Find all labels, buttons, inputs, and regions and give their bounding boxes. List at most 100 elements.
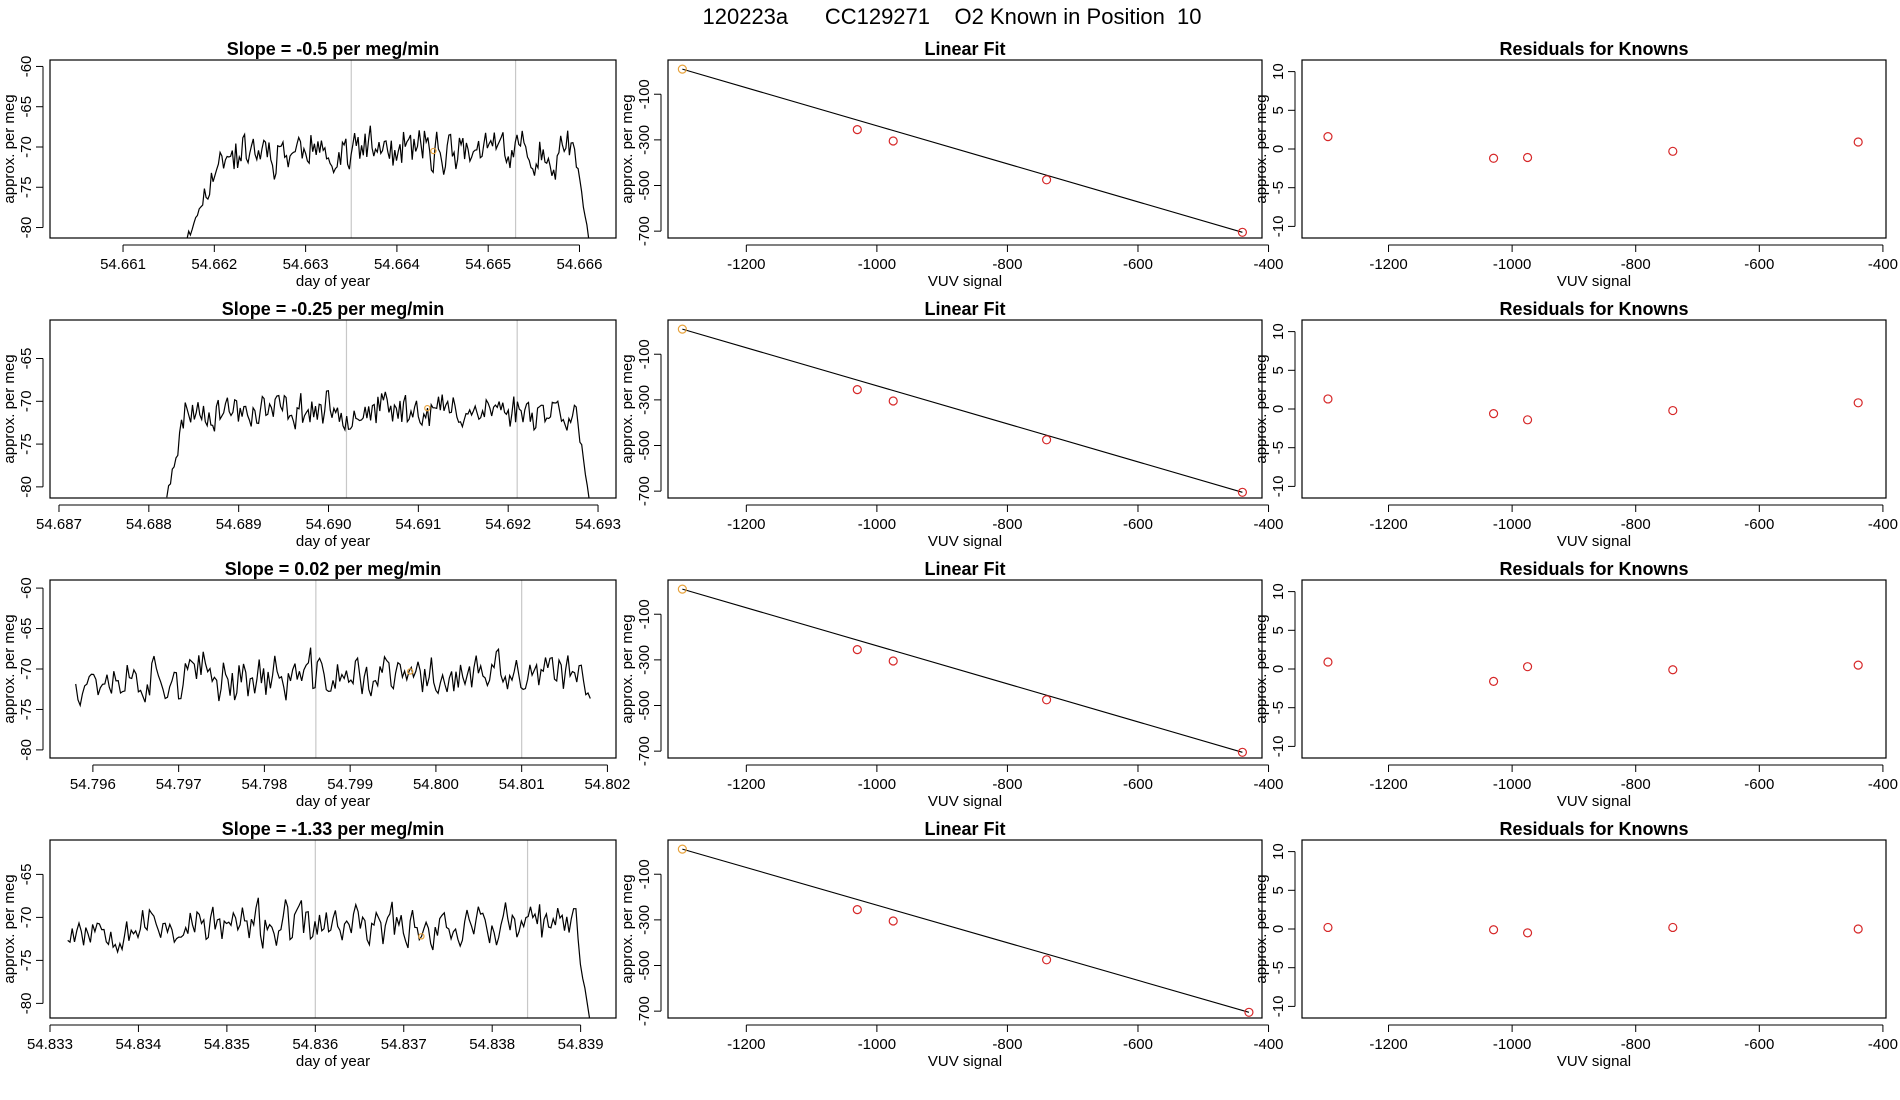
data-point — [852, 645, 862, 655]
y-tick-label: -100 — [636, 339, 653, 369]
data-point — [1041, 695, 1052, 705]
fit-line — [682, 848, 1250, 1013]
x-tick-label: -1000 — [858, 516, 896, 533]
x-tick-label: 54.666 — [557, 256, 603, 273]
y-tick-label: -700 — [636, 996, 653, 1026]
x-axis-label: VUV signal — [928, 793, 1002, 810]
y-tick-label: -5 — [1270, 181, 1287, 194]
data-point — [1488, 676, 1499, 686]
y-axis-label: approx. per meg — [619, 614, 636, 723]
y-tick-label: -75 — [18, 950, 35, 972]
y-tick-label: 0 — [1270, 925, 1287, 933]
data-point — [1853, 137, 1863, 147]
panel-title: Linear Fit — [924, 819, 1005, 839]
y-tick-label: -300 — [636, 645, 653, 675]
x-tick-label: -400 — [1868, 1036, 1898, 1053]
x-tick-label: -1000 — [858, 256, 896, 273]
data-point — [1853, 924, 1863, 934]
y-tick-label: -700 — [636, 216, 653, 246]
x-tick-label: 54.800 — [413, 776, 459, 793]
x-tick-label: -1200 — [727, 516, 765, 533]
panel-title: Slope = -1.33 per meg/min — [222, 819, 445, 839]
x-tick-label: -600 — [1123, 256, 1153, 273]
x-tick-label: 54.690 — [306, 516, 352, 533]
data-point — [677, 64, 687, 74]
x-tick-label: 54.837 — [381, 1036, 427, 1053]
y-tick-label: -65 — [18, 348, 35, 370]
data-point — [1522, 662, 1533, 672]
y-tick-label: -70 — [18, 658, 35, 680]
x-tick-label: -600 — [1744, 1036, 1774, 1053]
x-tick-label: -600 — [1123, 776, 1153, 793]
x-tick-label: -800 — [992, 516, 1022, 533]
data-point — [1668, 405, 1678, 416]
data-point — [888, 136, 898, 146]
data-point — [888, 916, 898, 926]
y-tick-label: 10 — [1270, 843, 1287, 860]
x-axis-label: VUV signal — [1557, 533, 1631, 550]
y-tick-label: -300 — [636, 905, 653, 935]
y-tick-label: -100 — [636, 79, 653, 109]
y-tick-label: -80 — [18, 739, 35, 761]
y-tick-label: -10 — [1270, 736, 1287, 758]
plot-frame — [667, 319, 1263, 499]
data-point — [1488, 925, 1499, 935]
panel-title: Linear Fit — [924, 39, 1005, 59]
x-tick-label: 54.797 — [156, 776, 202, 793]
x-tick-label: -600 — [1123, 1036, 1153, 1053]
panels: Slope = -0.5 per meg/min 54.661 54.662 54.6… — [1, 39, 1898, 1070]
data-point — [1323, 132, 1333, 142]
x-tick-label: 54.688 — [126, 516, 172, 533]
x-tick-label: 54.839 — [558, 1036, 604, 1053]
series-line — [67, 897, 591, 1018]
x-tick-label: -1000 — [858, 1036, 896, 1053]
data-point — [1853, 660, 1863, 670]
data-point — [1323, 657, 1333, 667]
x-axis-label: day of year — [296, 793, 370, 810]
y-axis-label: approx. per meg — [1253, 354, 1270, 463]
y-tick-label: -75 — [18, 176, 35, 198]
x-tick-label: -600 — [1123, 516, 1153, 533]
series-line — [166, 389, 590, 498]
panel-title: Slope = -0.5 per meg/min — [227, 39, 440, 59]
x-tick-label: -1200 — [727, 256, 765, 273]
y-tick-label: -10 — [1270, 996, 1287, 1018]
data-point — [1853, 398, 1863, 408]
x-axis-label: VUV signal — [928, 273, 1002, 290]
data-point — [852, 125, 862, 135]
y-tick-label: -5 — [1270, 701, 1287, 714]
x-tick-label: 54.693 — [575, 516, 621, 533]
x-tick-label: 54.833 — [27, 1036, 73, 1053]
plot-frame — [49, 579, 617, 759]
data-point — [1522, 415, 1533, 425]
x-tick-label: -400 — [1254, 1036, 1284, 1053]
data-point — [888, 656, 898, 666]
y-axis-label: approx. per meg — [619, 94, 636, 203]
y-tick-label: 10 — [1270, 63, 1287, 80]
x-tick-label: 54.691 — [395, 516, 441, 533]
y-axis-label: approx. per meg — [1, 614, 18, 723]
series-line — [186, 125, 590, 238]
x-tick-label: -400 — [1254, 776, 1284, 793]
x-tick-label: -1000 — [1493, 776, 1531, 793]
y-tick-label: -70 — [18, 136, 35, 158]
y-axis-label: approx. per meg — [1253, 874, 1270, 983]
y-tick-label: -75 — [18, 699, 35, 721]
y-tick-label: 5 — [1270, 886, 1287, 894]
data-point — [1488, 153, 1499, 163]
x-tick-label: -1000 — [858, 776, 896, 793]
x-tick-label: -800 — [1621, 776, 1651, 793]
plot-frame — [49, 59, 617, 239]
y-tick-label: 5 — [1270, 626, 1287, 634]
x-axis-label: VUV signal — [1557, 793, 1631, 810]
y-tick-label: -500 — [636, 950, 653, 980]
data-point — [852, 905, 862, 915]
x-tick-label: -1200 — [1369, 516, 1407, 533]
panel-title: Slope = -0.25 per meg/min — [222, 299, 445, 319]
data-point — [1668, 922, 1678, 933]
panel-title: Slope = 0.02 per meg/min — [225, 559, 442, 579]
x-tick-label: 54.664 — [374, 256, 420, 273]
y-tick-label: 5 — [1270, 366, 1287, 374]
